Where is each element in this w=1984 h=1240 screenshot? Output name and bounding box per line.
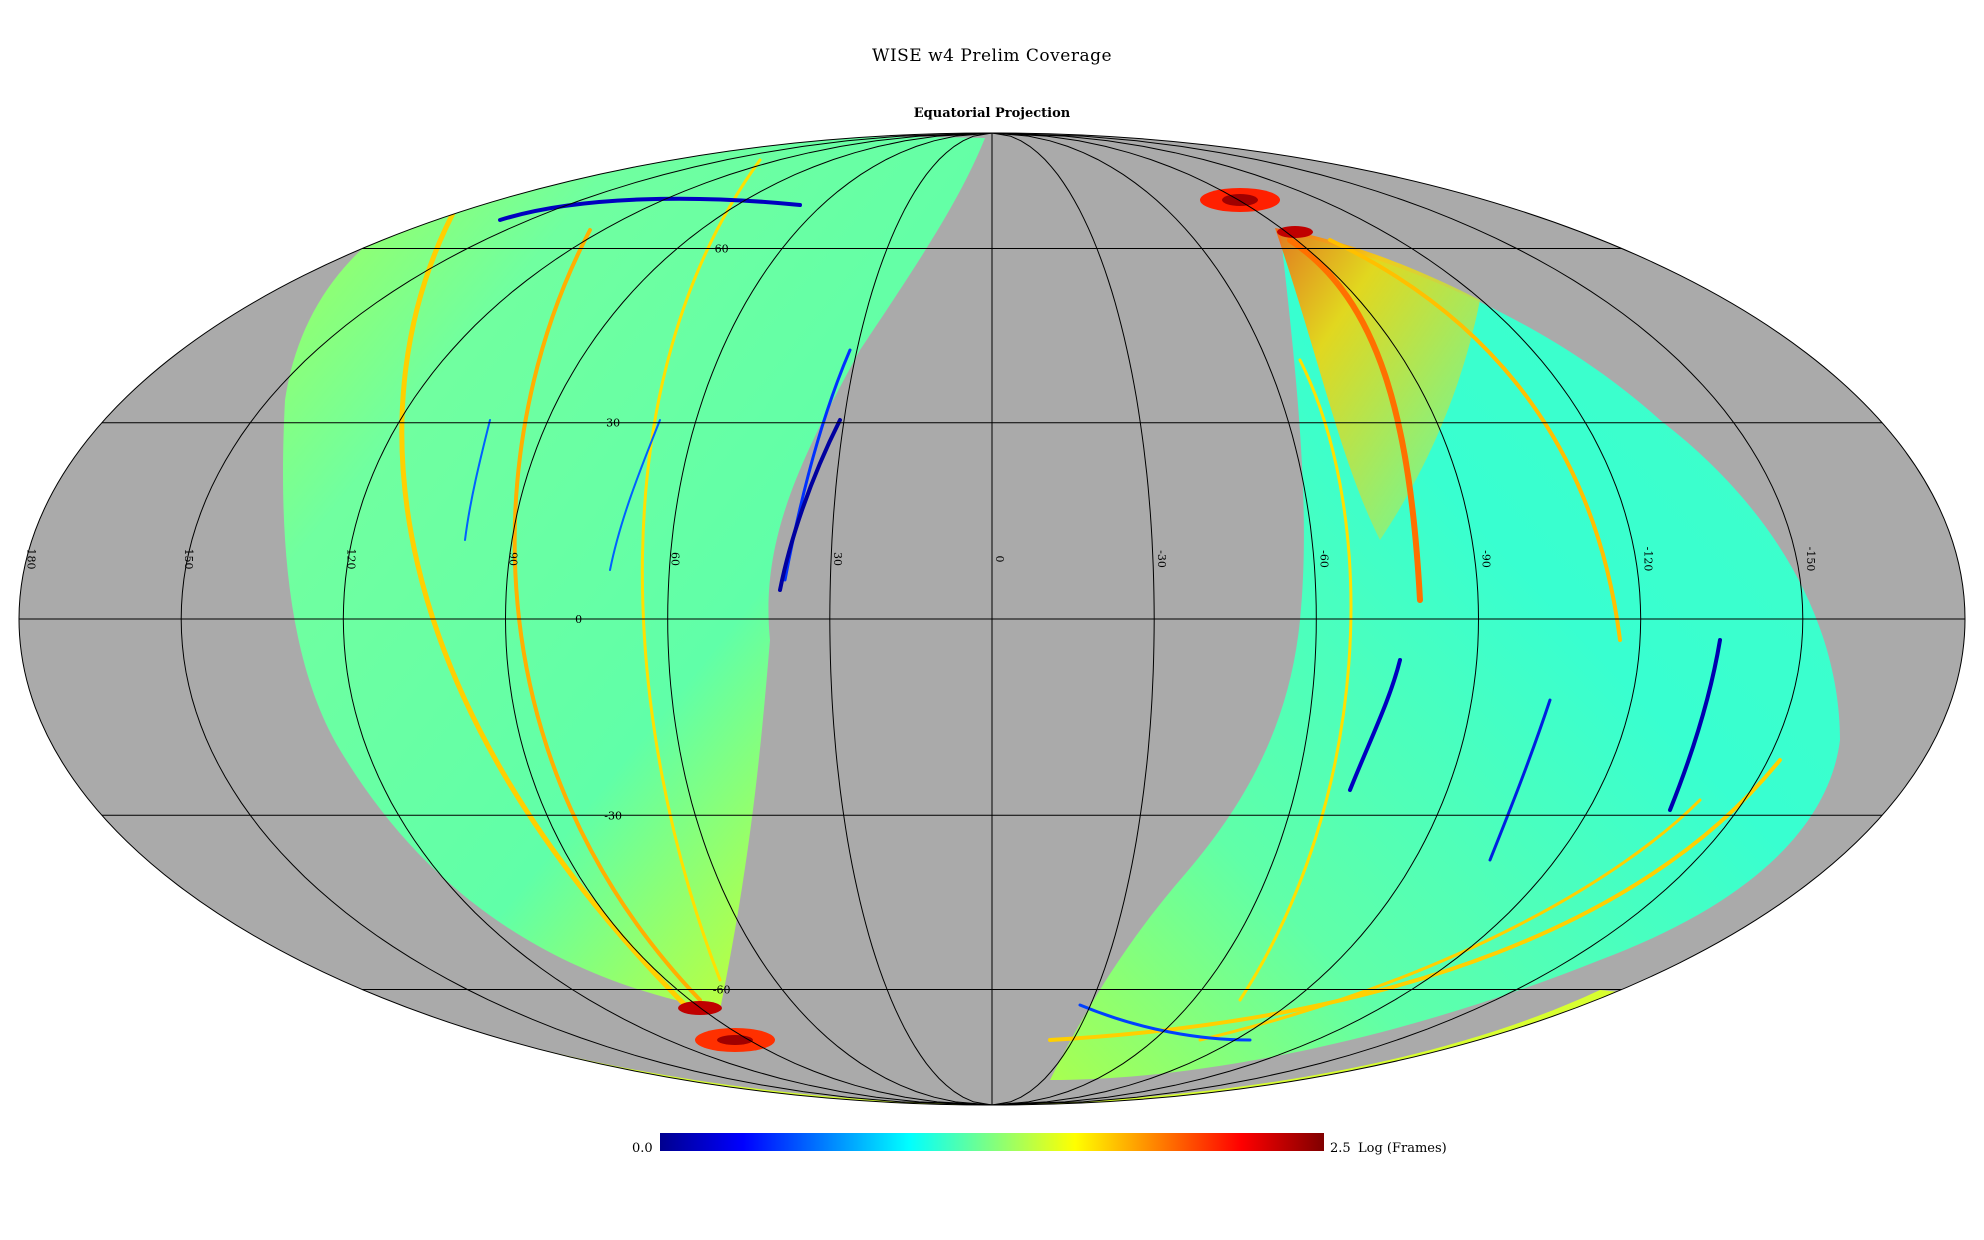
longitude-label: -60 [1317, 550, 1330, 568]
map-outline [18, 132, 1966, 1106]
longitude-label: 150 [182, 549, 195, 570]
hotspots [678, 188, 1313, 1052]
longitude-label: 120 [344, 549, 357, 570]
longitude-labels: 180 150 120 90 60 30 0 -30 -60 -90 -120 -150 [24, 547, 1817, 572]
longitude-label: -120 [1642, 547, 1655, 572]
latitude-label: 60 [715, 243, 729, 256]
coverage-band-right-top [1275, 228, 1480, 540]
latitude-label: -30 [604, 809, 622, 822]
longitude-label: -30 [1155, 550, 1168, 568]
coverage-ridges [399, 158, 1782, 1042]
latitude-label: 30 [606, 417, 620, 430]
graticule [19, 132, 1965, 1106]
colorbar-min-label: 0.0 [632, 1141, 653, 1156]
map-title: WISE w4 Prelim Coverage [871, 46, 1113, 66]
low-coverage-streaks [464, 196, 1722, 1042]
longitude-label: 180 [24, 549, 37, 570]
colorbar: 0.0 2.5 Log (Frames) [632, 1133, 1447, 1156]
projection-subtitle: Equatorial Projection [913, 106, 1071, 121]
longitude-label: 60 [669, 552, 682, 566]
coverage-band-left [283, 136, 985, 1010]
longitude-label: 0 [993, 556, 1006, 563]
latitude-label: 0 [575, 613, 582, 626]
colorbar-max-label: 2.5 [1330, 1141, 1351, 1156]
colorbar-units: Log (Frames) [1358, 1141, 1447, 1156]
colorbar-gradient [660, 1133, 1324, 1151]
longitude-label: 90 [507, 552, 520, 566]
latitude-label: -60 [713, 984, 731, 997]
coverage-band-right [1050, 230, 1840, 1080]
longitude-label: -150 [1804, 547, 1817, 572]
latitude-labels: 60 30 0 -30 -60 [575, 243, 730, 997]
longitude-label: -90 [1480, 550, 1493, 568]
longitude-label: 30 [831, 552, 844, 566]
